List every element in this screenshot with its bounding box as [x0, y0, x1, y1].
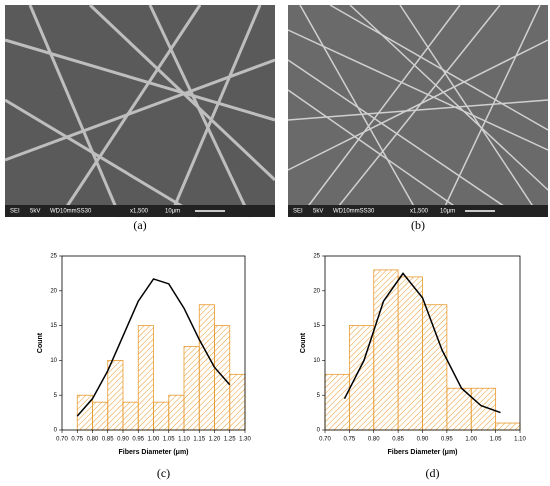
- y-axis-label: Count: [37, 332, 44, 353]
- fit-curve: [76, 278, 231, 417]
- bar: [137, 325, 154, 431]
- bar: [183, 346, 200, 431]
- y-tick-label: 25: [313, 254, 320, 260]
- fit-curve: [343, 272, 501, 414]
- y-tick-label: 20: [50, 288, 57, 294]
- sem-image: SEI 5kV WD10mmSS30 x1,500 10μm: [287, 4, 549, 218]
- y-tick-label: 10: [50, 358, 57, 364]
- bar: [198, 304, 215, 431]
- bar: [122, 401, 139, 431]
- x-tick-label: 1.10: [514, 437, 526, 443]
- y-tick-label: 15: [50, 323, 57, 329]
- x-tick-label: 0.75: [344, 437, 356, 443]
- sem-info: SEI: [293, 209, 303, 215]
- sem-info: 5kV: [313, 209, 323, 215]
- y-tick-label: 5: [54, 393, 58, 399]
- bar: [107, 359, 124, 431]
- caption: (b): [411, 218, 425, 232]
- bar: [153, 401, 170, 431]
- y-tick-label: 0: [317, 428, 321, 434]
- x-tick-label: 1.25: [224, 437, 236, 443]
- bar: [373, 269, 399, 431]
- x-tick-label: 0.80: [87, 437, 99, 443]
- sem-info: WD10mmSS30: [50, 209, 92, 215]
- x-tick-label: 0.95: [132, 437, 144, 443]
- y-tick-label: 15: [313, 323, 320, 329]
- x-tick-label: 1.05: [163, 437, 175, 443]
- x-tick-label: 1.05: [490, 437, 502, 443]
- x-axis-label: Fibers Diameter (μm): [387, 449, 457, 456]
- y-tick-label: 25: [50, 254, 57, 260]
- x-tick-label: 1.00: [148, 437, 160, 443]
- x-tick-label: 0.90: [417, 437, 429, 443]
- bar: [168, 394, 185, 431]
- x-tick-label: 1.30: [239, 437, 251, 443]
- x-tick-label: 0.70: [319, 437, 331, 443]
- bar: [397, 276, 423, 431]
- x-tick-label: 1.20: [209, 437, 221, 443]
- sem-info: WD10mmSS30: [333, 209, 375, 215]
- x-tick-label: 1.10: [178, 437, 190, 443]
- x-tick-label: 0.70: [56, 437, 68, 443]
- bar: [495, 422, 521, 431]
- x-tick-label: 1.00: [465, 437, 477, 443]
- x-tick-label: 0.95: [441, 437, 453, 443]
- x-axis-label: Fibers Diameter (μm): [118, 449, 188, 456]
- bar: [92, 401, 109, 431]
- x-tick-label: 0.75: [71, 437, 83, 443]
- bar: [214, 325, 231, 431]
- sem-info: 10μm: [165, 209, 180, 215]
- sem-image: SEI 5kV WD10mmSS30 x1,500 10μm: [4, 3, 277, 219]
- y-axis-label: Count: [300, 332, 307, 353]
- x-tick-label: 0.85: [102, 437, 114, 443]
- y-tick-label: 20: [313, 288, 320, 294]
- x-tick-label: 0.80: [368, 437, 380, 443]
- caption: (c): [157, 466, 170, 480]
- sem-info: x1,500: [410, 209, 429, 215]
- x-tick-label: 1.15: [193, 437, 205, 443]
- y-tick-label: 5: [317, 393, 321, 399]
- bar: [324, 373, 350, 431]
- x-tick-label: 0.90: [117, 437, 129, 443]
- bar: [446, 387, 472, 431]
- bar: [422, 304, 448, 431]
- caption: (a): [133, 218, 146, 232]
- bar: [229, 373, 246, 431]
- sem-info: 5kV: [30, 209, 40, 215]
- x-tick-label: 0.85: [392, 437, 404, 443]
- caption: (d): [426, 466, 440, 480]
- sem-info: 10μm: [440, 209, 455, 215]
- y-tick-label: 0: [54, 428, 58, 434]
- sem-info: SEI: [10, 209, 20, 215]
- sem-info: x1,500: [130, 209, 149, 215]
- y-tick-label: 10: [313, 358, 320, 364]
